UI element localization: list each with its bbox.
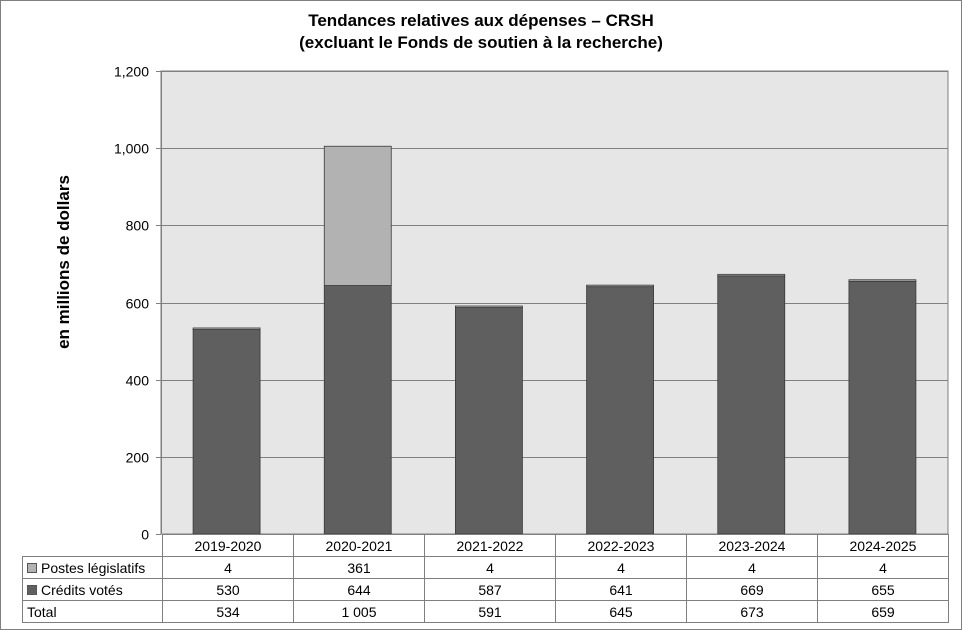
table-cell: 361: [293, 556, 425, 579]
x-tick-label: 2021-2022: [424, 534, 556, 557]
y-tick-label: 400: [126, 373, 150, 389]
legend-label: Total: [27, 603, 57, 620]
table-cell: 4: [555, 556, 687, 579]
bar-credits-votes: [586, 286, 654, 535]
table-row-label: Postes législatifs: [22, 556, 163, 579]
legend-label: Crédits votés: [41, 581, 123, 598]
table-cell: 4: [424, 556, 556, 579]
table-cell: 591: [424, 600, 556, 623]
chart-title-line-1: Tendances relatives aux dépenses – CRSH: [308, 11, 654, 30]
data-table: 2019-2020 2020-2021 2021-2022 2022-2023 2023…: [22, 534, 949, 623]
table-header-row: 2019-2020 2020-2021 2021-2022 2022-2023 2023…: [22, 534, 949, 557]
x-tick-label: 2022-2023: [555, 534, 687, 557]
bar-credits-votes: [455, 307, 523, 535]
table-cell: 4: [162, 556, 294, 579]
chart-title: Tendances relatives aux dépenses – CRSH …: [0, 10, 962, 54]
table-row: Crédits votés 530 644 587 641 669 655: [22, 578, 949, 601]
table-row: Total 534 1 005 591 645 673 659: [22, 600, 949, 623]
table-cell: 534: [162, 600, 294, 623]
legend-swatch: [27, 562, 37, 573]
bar-postes-legislatifs: [586, 284, 654, 288]
table-cell: 530: [162, 578, 294, 601]
y-tick-label: 200: [126, 450, 150, 466]
legend-label: Postes législatifs: [41, 559, 146, 576]
bar-postes-legislatifs: [192, 327, 261, 330]
bar-postes-legislatifs: [323, 145, 392, 286]
table-cell: 645: [555, 600, 687, 623]
table-cell: 587: [424, 578, 556, 601]
table-cell: 659: [817, 600, 949, 623]
table-cell: 655: [817, 578, 949, 601]
bar-credits-votes: [848, 280, 917, 535]
table-row-label: Total: [22, 600, 163, 623]
table-row: Postes législatifs 4 361 4 4 4 4: [22, 556, 949, 579]
plot-background: [160, 70, 949, 535]
bar-credits-votes: [323, 285, 392, 535]
bar-postes-legislatifs: [848, 279, 917, 282]
table-cell: 669: [686, 578, 818, 601]
table-cell: 1 005: [293, 600, 425, 623]
bar-postes-legislatifs: [455, 305, 523, 308]
legend-swatch: [27, 584, 37, 595]
table-corner: [22, 534, 163, 557]
table-cell: 4: [817, 556, 949, 579]
y-tick-label: 800: [126, 218, 150, 234]
x-tick-label: 2019-2020: [162, 534, 294, 557]
table-cell: 641: [555, 578, 687, 601]
bar-credits-votes: [717, 275, 786, 535]
x-tick-label: 2020-2021: [293, 534, 425, 557]
bar-postes-legislatifs: [717, 273, 786, 277]
table-cell: 644: [293, 578, 425, 601]
table-row-label: Crédits votés: [22, 578, 163, 601]
chart-title-line-2: (excluant le Fonds de soutien à la reche…: [299, 33, 663, 52]
y-tick-label: 1,000: [114, 141, 149, 157]
table-cell: 673: [686, 600, 818, 623]
table-cell: 4: [686, 556, 818, 579]
bar-credits-votes: [192, 329, 261, 535]
y-tick-label: 600: [126, 296, 150, 312]
y-tick-label: 1,200: [114, 64, 149, 80]
x-tick-label: 2024-2025: [817, 534, 949, 557]
x-tick-label: 2023-2024: [686, 534, 818, 557]
